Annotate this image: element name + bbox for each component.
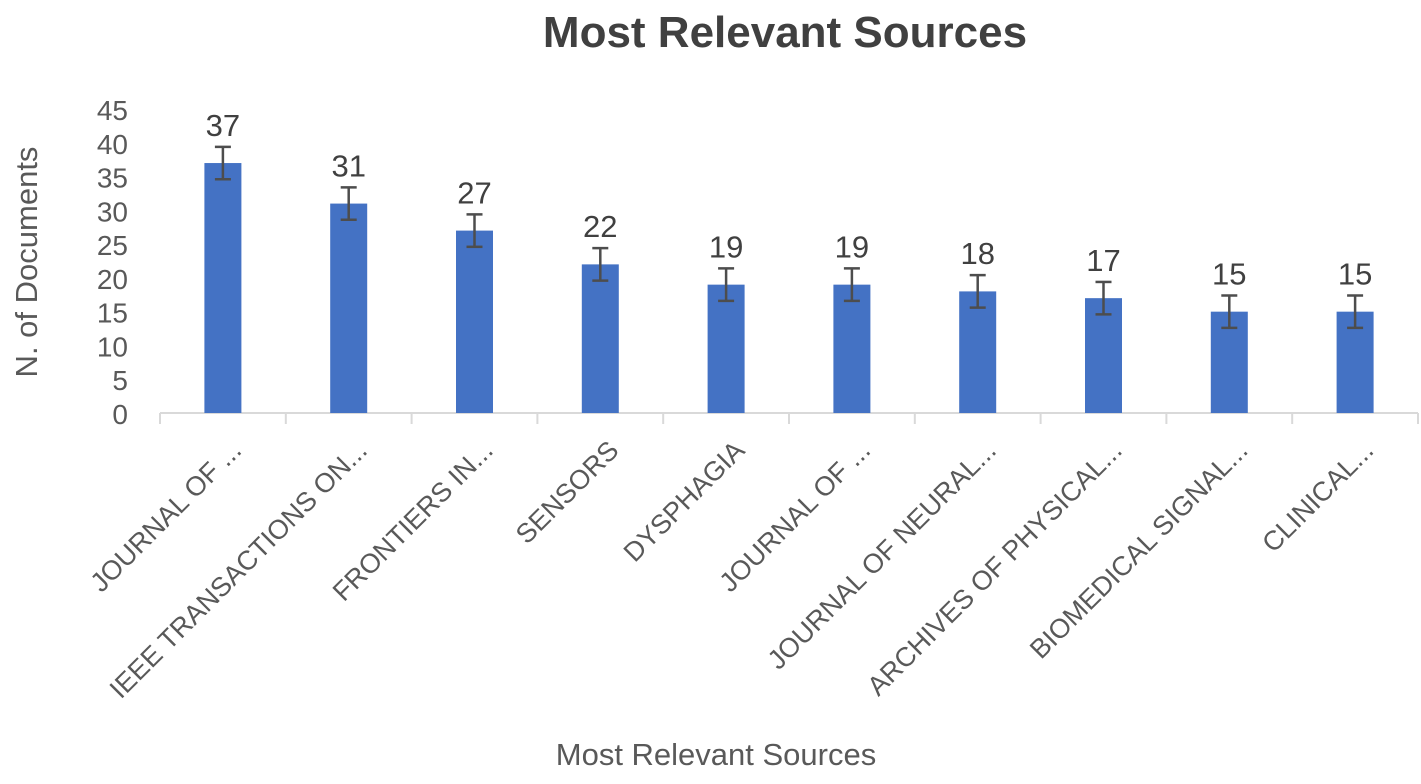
y-tick-label: 30 <box>97 196 128 227</box>
y-tick-label: 15 <box>97 298 128 329</box>
bar <box>833 284 871 413</box>
y-tick-label: 35 <box>97 163 128 194</box>
data-label: 31 <box>331 148 365 183</box>
y-tick-label: 5 <box>112 365 128 396</box>
data-label: 27 <box>457 175 491 210</box>
data-label: 19 <box>835 229 869 264</box>
error-bar <box>1221 294 1238 330</box>
x-axis-label: Most Relevant Sources <box>556 737 876 772</box>
y-tick-label: 10 <box>97 331 128 362</box>
data-labels: 37 31 27 22 19 19 18 17 15 15 <box>206 108 1373 292</box>
data-label: 15 <box>1212 256 1246 291</box>
chart-title: Most Relevant Sources <box>543 8 1027 57</box>
x-tick-label: IEEE TRANSACTIONS ON... <box>104 435 373 704</box>
error-bar <box>466 213 483 249</box>
y-tick-label: 40 <box>97 129 128 160</box>
bar <box>330 203 368 413</box>
bar <box>456 230 493 413</box>
error-bar <box>843 267 860 303</box>
y-tick-label: 20 <box>97 264 128 295</box>
x-tick-label: SENSORS <box>510 435 625 550</box>
error-bar <box>214 145 231 181</box>
bar <box>581 264 619 413</box>
data-label: 37 <box>206 108 240 143</box>
x-tick-label: ARCHIVES OF PHYSICAL... <box>861 435 1127 701</box>
error-bars <box>214 145 1364 330</box>
x-tick-label: JOURNAL OF NEURAL... <box>762 435 1002 675</box>
x-axis <box>159 412 1419 424</box>
bar <box>707 284 745 413</box>
x-tick-label: BIOMEDICAL SIGNAL... <box>1024 435 1254 665</box>
error-bar <box>592 246 609 282</box>
data-label: 17 <box>1086 243 1120 278</box>
bar <box>1085 298 1122 413</box>
error-bar <box>1095 280 1112 316</box>
y-tick-label: 0 <box>112 399 128 430</box>
error-bar <box>969 273 986 309</box>
data-label: 15 <box>1338 256 1372 291</box>
error-bar <box>1347 294 1364 330</box>
bar <box>959 291 997 413</box>
data-label: 19 <box>709 229 743 264</box>
x-axis-tick-labels: JOURNAL OF ...IEEE TRANSACTIONS ON...FRO… <box>84 435 1379 704</box>
y-tick-label: 45 <box>97 95 128 126</box>
data-label: 18 <box>960 236 994 271</box>
y-axis-label: N. of Documents <box>9 147 44 378</box>
bar <box>204 163 242 413</box>
y-tick-label: 25 <box>97 230 128 261</box>
x-tick-label: DYSPHAGIA <box>618 435 751 568</box>
error-bar <box>718 267 735 303</box>
error-bar <box>340 186 357 222</box>
bars <box>204 163 1374 413</box>
data-label: 22 <box>583 209 617 244</box>
x-tick-label: CLINICAL... <box>1256 435 1379 558</box>
